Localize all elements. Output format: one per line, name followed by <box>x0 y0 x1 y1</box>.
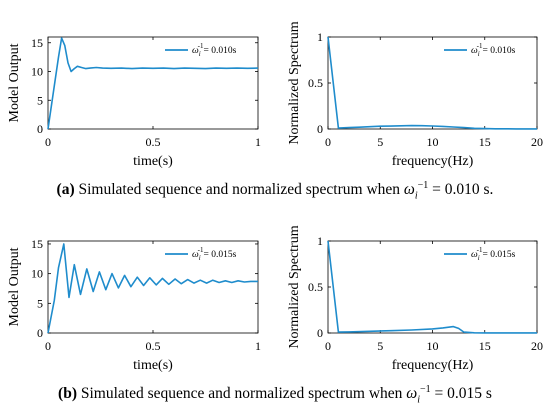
caption-a-value: = 0.010 s. <box>428 181 494 199</box>
x-tick-label: 0 <box>45 339 51 353</box>
y-tick-label: 5 <box>37 296 43 310</box>
y-axis-label: Normalized Spectrum <box>287 21 302 144</box>
x-tick-label: 0.5 <box>146 135 161 149</box>
x-axis-label: time(s) <box>133 358 173 373</box>
series-line <box>47 243 258 334</box>
x-axis-label: time(s) <box>133 154 173 169</box>
y-tick-label: 1 <box>317 234 323 248</box>
y-tick-label: 15 <box>31 36 43 50</box>
x-tick-label: 5 <box>377 135 383 149</box>
x-tick-label: 10 <box>427 135 439 149</box>
y-axis-label: Model Output <box>7 43 22 122</box>
chart-panel-1: 0 5 10 15 20 0 0.5 1 frequency(Hz) Normalized Spe… <box>287 21 543 169</box>
caption-b-value: = 0.015 s <box>430 385 492 403</box>
caption-b: (b) Simulated sequence and normalized sp… <box>0 384 550 405</box>
x-tick-label: 15 <box>479 135 491 149</box>
chart-panel-3: 0 5 10 15 20 0 0.5 1 frequency(Hz) Normalized Spe… <box>287 225 543 373</box>
caption-a-tag: (a) <box>56 181 75 199</box>
series-line <box>327 36 537 130</box>
y-tick-label: 0 <box>37 326 43 340</box>
y-axis-label: Normalized Spectrum <box>287 225 302 348</box>
y-tick-label: 0 <box>317 326 323 340</box>
y-tick-label: 0.5 <box>308 76 323 90</box>
x-tick-label: 0.5 <box>146 339 161 353</box>
y-tick-label: 0 <box>317 122 323 136</box>
legend-label: ωi-1= 0.015s <box>192 246 237 262</box>
x-tick-label: 5 <box>377 339 383 353</box>
caption-b-text: Simulated sequence and normalized spectr… <box>77 385 407 403</box>
caption-a-sub: i <box>414 190 418 202</box>
caption-a: (a) Simulated sequence and normalized sp… <box>0 180 550 201</box>
x-tick-label: 10 <box>427 339 439 353</box>
caption-b-tag: (b) <box>58 385 77 403</box>
x-tick-label: 1 <box>255 135 261 149</box>
y-tick-label: 0 <box>37 122 43 136</box>
caption-b-symbol: ω <box>406 385 418 403</box>
x-axis-label: frequency(Hz) <box>392 358 474 373</box>
y-tick-label: 0.5 <box>308 280 323 294</box>
x-axis-label: frequency(Hz) <box>392 154 474 169</box>
y-tick-label: 5 <box>37 93 43 107</box>
x-tick-label: 20 <box>531 339 543 353</box>
caption-b-sup: −1 <box>420 384 431 395</box>
legend-label: ωi-1= 0.010s <box>192 42 237 58</box>
caption-b-sub: i <box>417 394 421 406</box>
series-line <box>327 240 537 334</box>
x-tick-label: 0 <box>45 135 51 149</box>
caption-a-text: Simulated sequence and normalized spectr… <box>74 181 404 199</box>
y-tick-label: 15 <box>31 237 43 251</box>
x-tick-label: 20 <box>531 135 543 149</box>
x-tick-label: 1 <box>255 339 261 353</box>
caption-a-symbol: ω <box>403 181 415 199</box>
x-tick-label: 0 <box>325 135 331 149</box>
x-tick-label: 15 <box>479 339 491 353</box>
legend-label: ωi-1= 0.010s <box>471 42 516 58</box>
series-line <box>47 37 259 130</box>
y-tick-label: 10 <box>31 267 43 281</box>
legend-label: ωi-1= 0.015s <box>471 246 516 262</box>
caption-a-sup: −1 <box>417 180 429 191</box>
y-tick-label: 10 <box>31 65 43 79</box>
y-tick-label: 1 <box>317 30 323 44</box>
x-tick-label: 0 <box>325 339 331 353</box>
y-axis-label: Model Output <box>7 247 22 326</box>
